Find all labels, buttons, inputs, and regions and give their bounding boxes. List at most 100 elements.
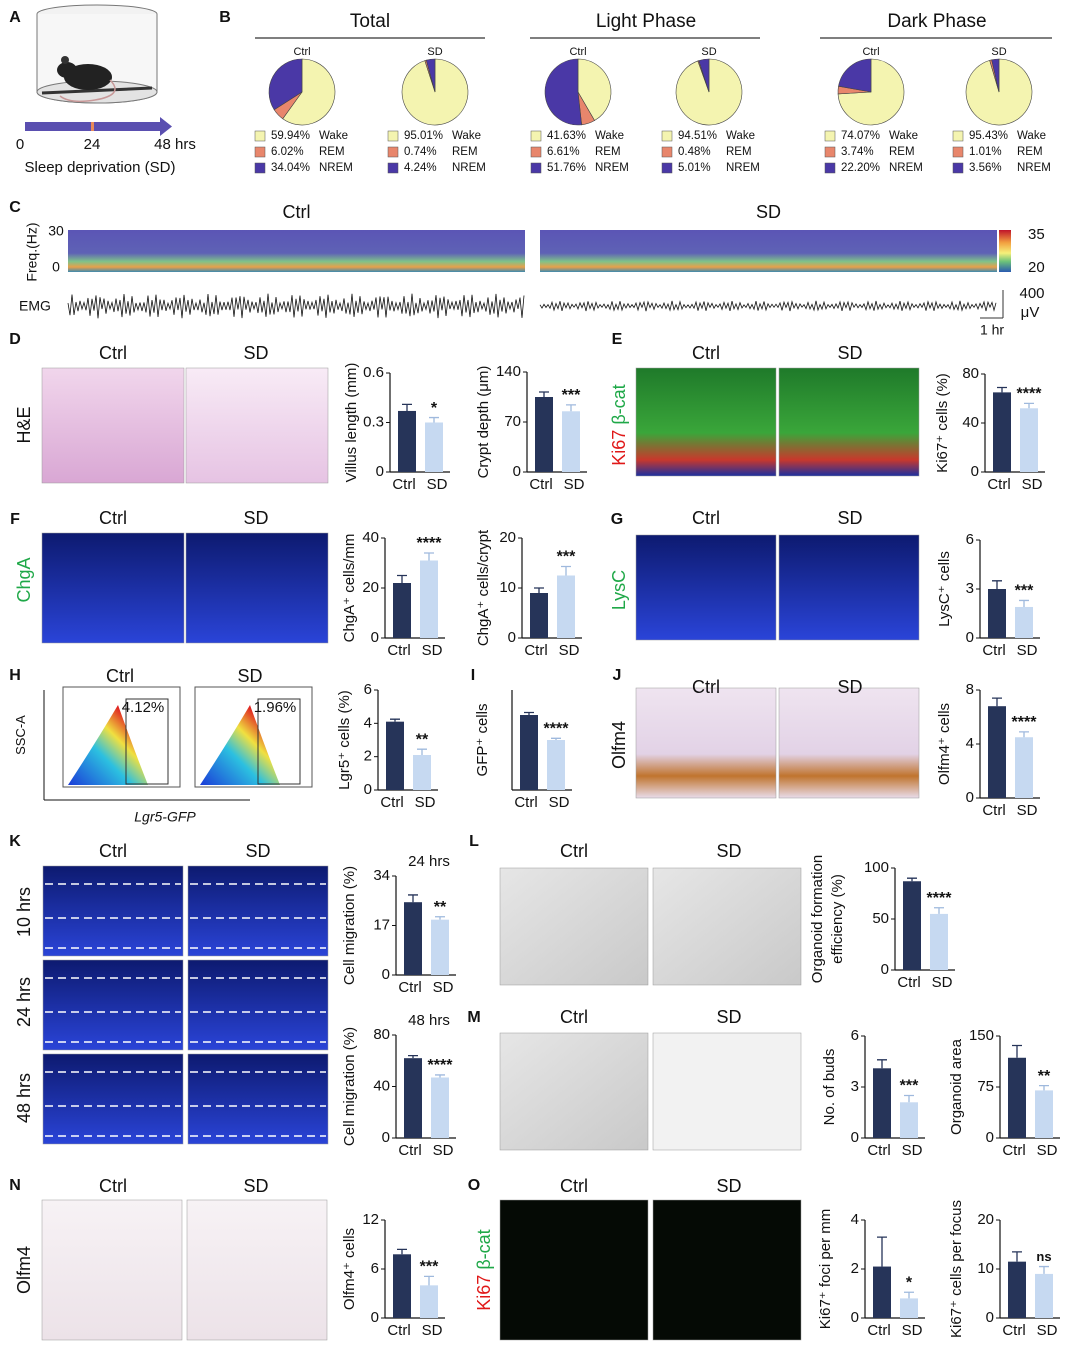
- image-title: SD: [243, 508, 268, 528]
- y-tick-label: 80: [373, 1026, 390, 1043]
- x-tick-label: Ctrl: [1002, 1322, 1025, 1339]
- legend-value: 6.02%: [271, 146, 304, 158]
- image-title: Ctrl: [99, 508, 127, 528]
- legend-label: NREM: [319, 162, 353, 174]
- y-tick-label: 0: [371, 629, 379, 646]
- side-label-part: ChgA: [14, 557, 34, 602]
- panel-letter: M: [467, 1009, 480, 1026]
- panel-letter: I: [471, 667, 475, 684]
- error-bar: [904, 1291, 914, 1299]
- legend-swatch: [952, 146, 964, 158]
- legend-label: NREM: [726, 162, 760, 174]
- bar: [562, 411, 580, 472]
- micrograph: [499, 867, 649, 986]
- micrograph: [41, 367, 185, 484]
- y-axis-label: Crypt depth (μm): [475, 366, 492, 479]
- pie-group-title: Total: [350, 11, 390, 32]
- colorbar-tick: 35: [1028, 226, 1045, 243]
- legend-value: 0.48%: [678, 146, 711, 158]
- y-tick-label: 0: [966, 789, 974, 806]
- colorbar: [999, 230, 1011, 272]
- flow-density: [200, 705, 280, 785]
- x-tick-label: Ctrl: [982, 642, 1005, 659]
- panel-letter: L: [469, 833, 479, 850]
- side-label-part: 10 hrs: [14, 887, 34, 937]
- pie-slice: [425, 58, 436, 93]
- panel-letter: A: [9, 9, 21, 26]
- x-tick-label: Ctrl: [897, 974, 920, 991]
- spectrogram-ylabel: Freq.(Hz): [24, 222, 40, 281]
- x-tick-label: Ctrl: [529, 476, 552, 493]
- y-axis-label: Ki67⁺ foci per mm: [817, 1209, 834, 1329]
- emg-trace: [67, 293, 525, 319]
- x-tick-label: SD: [564, 476, 585, 493]
- micrograph: [187, 865, 329, 957]
- spectrogram-title: Ctrl: [283, 202, 311, 222]
- image-title: SD: [716, 841, 741, 861]
- spectrogram-ytick: 30: [48, 223, 64, 239]
- y-tick-label: 6: [966, 531, 974, 548]
- side-label: ChgA: [14, 557, 34, 602]
- error-bar: [435, 1074, 445, 1078]
- y-tick-label: 0: [376, 463, 384, 480]
- panel-letter: D: [9, 331, 21, 348]
- y-tick-label: 2: [364, 748, 372, 765]
- legend-value: 5.01%: [678, 162, 711, 174]
- x-tick-label: SD: [1022, 476, 1043, 493]
- y-tick-label: 12: [362, 1211, 379, 1228]
- legend-label: REM: [595, 146, 621, 158]
- bar: [530, 593, 548, 638]
- y-axis-label: Olfm4⁺ cells: [936, 703, 953, 785]
- colorbar-tick: 20: [1028, 259, 1045, 276]
- image-title: SD: [716, 1007, 741, 1027]
- error-bar: [424, 552, 434, 561]
- significance: **: [1038, 1068, 1051, 1085]
- bar: [1015, 737, 1033, 798]
- x-tick-label: SD: [559, 642, 580, 659]
- y-tick-label: 40: [362, 529, 379, 546]
- significance: *: [906, 1274, 913, 1291]
- spectrogram: [68, 230, 525, 272]
- x-tick-label: Ctrl: [1002, 1142, 1025, 1159]
- y-tick-label: 75: [977, 1078, 994, 1095]
- bar: [386, 721, 404, 790]
- x-tick-label: Ctrl: [387, 642, 410, 659]
- x-tick-label: SD: [1017, 802, 1038, 819]
- image-title: Ctrl: [99, 1176, 127, 1196]
- legend-swatch: [387, 162, 399, 174]
- micrograph: [778, 367, 920, 477]
- side-label-part: β-cat: [609, 384, 629, 424]
- bar: [413, 755, 431, 790]
- image-title: Ctrl: [560, 841, 588, 861]
- significance: ns: [1036, 1249, 1051, 1264]
- bar: [535, 397, 553, 472]
- y-tick-label: 3: [966, 580, 974, 597]
- error-bar: [1012, 1044, 1022, 1058]
- legend-label: REM: [319, 146, 345, 158]
- error-bar: [408, 894, 418, 903]
- image-title: Ctrl: [99, 343, 127, 363]
- y-tick-label: 4: [851, 1211, 859, 1228]
- y-tick-label: 150: [969, 1027, 994, 1044]
- x-tick-label: SD: [932, 974, 953, 991]
- x-tick-label: Ctrl: [987, 476, 1010, 493]
- bar: [404, 1058, 422, 1138]
- error-bar: [534, 587, 544, 593]
- side-label: SSC-A: [13, 715, 28, 755]
- error-bar: [877, 1059, 887, 1069]
- side-label-part: Ki67: [474, 1275, 494, 1311]
- bar: [873, 1266, 891, 1318]
- legend-label: Wake: [726, 130, 755, 142]
- pie-group-title: Dark Phase: [887, 11, 986, 32]
- y-axis-label: Cell migration (%): [341, 1027, 358, 1146]
- legend-swatch: [824, 162, 836, 174]
- legend-value: 74.07%: [841, 130, 880, 142]
- error-bar: [904, 1094, 914, 1103]
- legend-value: 59.94%: [271, 130, 310, 142]
- significance: ****: [417, 535, 443, 552]
- spectrogram-title: SD: [756, 202, 781, 222]
- error-bar: [561, 565, 571, 576]
- image-title: Ctrl: [560, 1176, 588, 1196]
- pie-slice: [698, 58, 710, 93]
- legend-swatch: [530, 130, 542, 142]
